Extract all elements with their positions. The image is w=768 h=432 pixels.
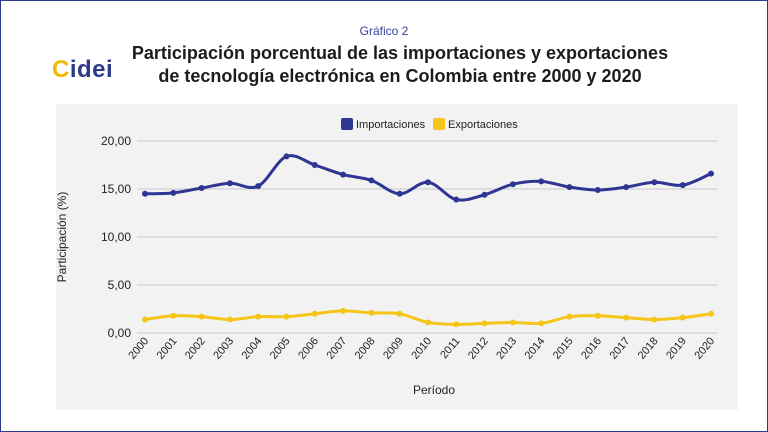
series-exportaciones — [142, 307, 714, 328]
legend-label: Exportaciones — [448, 119, 518, 131]
x-tick-label: 2003 — [211, 335, 236, 361]
legend-swatch — [433, 118, 445, 130]
data-point — [453, 321, 460, 328]
data-point — [623, 314, 630, 321]
data-point — [396, 190, 403, 197]
y-tick-label: 20,00 — [101, 134, 131, 148]
data-point — [255, 313, 262, 320]
legend-label: Importaciones — [356, 119, 426, 131]
chart-kicker: Gráfico 2 — [359, 24, 409, 38]
data-point — [453, 196, 460, 203]
data-point — [509, 181, 516, 188]
series-lines — [142, 153, 714, 328]
y-tick-label: 0,00 — [108, 326, 132, 340]
data-point — [538, 320, 545, 327]
data-point — [623, 184, 630, 191]
data-point — [170, 312, 177, 319]
y-tick-labels: 0,00 5,00 10,00 15,00 20,00 — [101, 134, 131, 340]
x-tick-label: 2006 — [296, 335, 321, 361]
data-point — [566, 313, 573, 320]
x-tick-label: 2010 — [409, 335, 434, 361]
data-point — [198, 313, 205, 320]
logo-text: idei — [69, 56, 114, 83]
data-point — [425, 179, 431, 186]
logo-c-icon: C — [52, 56, 70, 83]
series-importaciones — [142, 153, 714, 203]
x-axis-label: Período — [413, 383, 455, 397]
data-point — [566, 184, 573, 191]
data-point — [679, 182, 686, 189]
data-point — [509, 319, 516, 326]
data-point — [226, 316, 233, 323]
data-point — [481, 191, 488, 198]
data-point — [311, 162, 318, 168]
cidei-logo: Cidei — [52, 56, 113, 84]
data-point — [283, 153, 290, 160]
x-tick-label: 2017 — [607, 335, 632, 361]
data-point — [425, 319, 431, 326]
data-point — [368, 177, 375, 184]
x-tick-label: 2002 — [183, 335, 208, 361]
x-tick-label: 2001 — [155, 335, 180, 361]
chart-title-line-1: Participación porcentual de las importac… — [131, 43, 669, 63]
data-point — [255, 183, 262, 190]
x-tick-label: 2018 — [636, 335, 661, 361]
data-point — [368, 309, 375, 316]
legend-swatch — [341, 118, 353, 130]
data-point — [340, 307, 347, 314]
data-point — [142, 316, 148, 323]
x-tick-label: 2015 — [551, 335, 576, 361]
data-point — [198, 185, 205, 192]
series-line-importaciones — [144, 154, 712, 202]
x-tick-label: 2013 — [494, 335, 519, 361]
x-tick-label: 2009 — [381, 335, 406, 361]
data-point — [311, 310, 318, 317]
x-tick-label: 2007 — [324, 335, 349, 361]
gridlines — [137, 140, 717, 334]
x-tick-label: 2020 — [692, 335, 717, 361]
y-tick-label: 10,00 — [101, 230, 131, 244]
x-tick-label: 2016 — [579, 335, 604, 361]
legend: Importaciones Exportaciones — [341, 118, 518, 131]
data-point — [396, 310, 403, 317]
x-tick-label: 2004 — [240, 335, 265, 361]
data-point — [226, 180, 233, 187]
chart-title-line-2: de tecnología electrónica en Colombia en… — [158, 66, 642, 86]
chart-title: Participación porcentual de las importac… — [130, 42, 670, 88]
y-tick-label: 5,00 — [108, 278, 132, 292]
x-tick-label: 2019 — [664, 335, 689, 361]
data-point — [170, 189, 177, 196]
plot-panel: 0,00 5,00 10,00 15,00 20,00 2000 2001 2002 2003… — [55, 104, 738, 410]
data-point — [594, 186, 601, 193]
data-point — [594, 312, 601, 319]
data-point — [283, 313, 290, 320]
data-point — [679, 314, 686, 321]
x-tick-label: 2005 — [268, 335, 293, 361]
x-tick-label: 2014 — [523, 335, 548, 361]
data-point — [481, 320, 488, 327]
data-point — [651, 316, 658, 323]
x-tick-label: 2012 — [466, 335, 491, 361]
data-point — [340, 171, 347, 178]
x-tick-labels: 2000 2001 2002 2003 2004 2005 2006 2007 2008 2009… — [126, 335, 717, 361]
data-point — [708, 170, 714, 177]
y-tick-label: 15,00 — [101, 182, 131, 196]
data-point — [142, 190, 148, 197]
data-point — [708, 310, 714, 317]
data-point — [538, 178, 545, 185]
x-tick-label: 2011 — [438, 335, 462, 361]
line-chart: 0,00 5,00 10,00 15,00 20,00 2000 2001 2002 2003… — [55, 118, 717, 397]
data-point — [651, 179, 658, 186]
y-axis-label: Participación (%) — [56, 192, 69, 283]
x-tick-label: 2008 — [353, 335, 378, 361]
